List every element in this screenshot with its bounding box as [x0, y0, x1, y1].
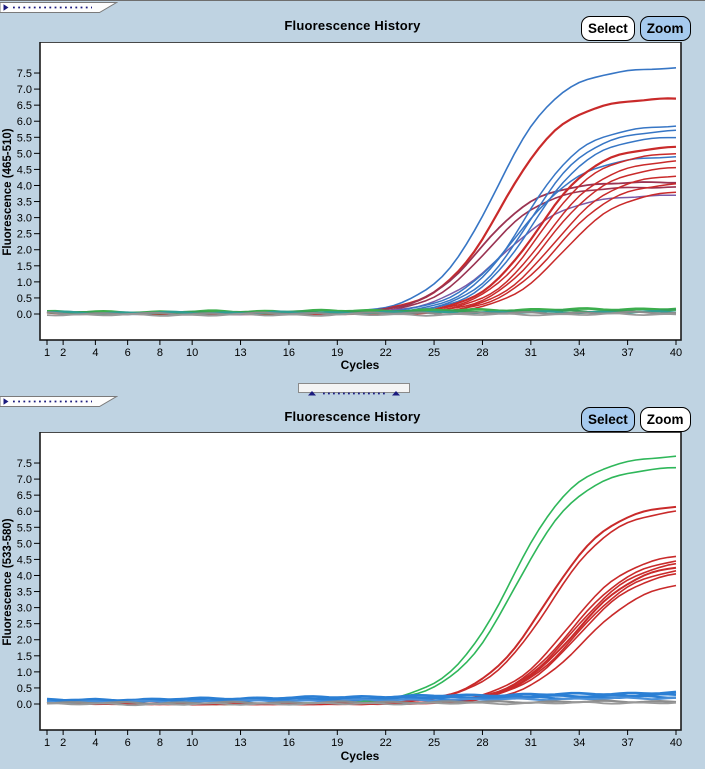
y-tick-label: 3.0 [17, 603, 32, 615]
x-tick-label: 40 [670, 347, 682, 359]
y-tick-label: 3.5 [17, 197, 32, 209]
fluorescence-chart-465-510[interactable]: Fluorescence (465-510) Cycles 7.5 7.0 6.5 6… [0, 42, 705, 375]
arrow-up-icon [392, 391, 400, 396]
panel-collapse-tab[interactable] [0, 394, 119, 407]
x-tick-label: 19 [331, 737, 343, 749]
x-tick-label: 22 [380, 347, 392, 359]
x-tick-label: 1 [44, 347, 50, 359]
y-tick-label: 7.0 [17, 84, 32, 96]
fluorescence-panel-465-510: Fluorescence History Select Zoom Fluores… [0, 0, 705, 379]
collapse-tab-icon [0, 396, 119, 407]
baseline-curve [46, 696, 677, 704]
y-axis-label: Fluorescence (533-580) [2, 518, 14, 645]
x-tick-label: 34 [573, 737, 585, 749]
y-tick-label: 2.0 [17, 245, 32, 257]
y-tick-label: 6.5 [17, 490, 32, 502]
x-tick-label: 19 [331, 347, 343, 359]
x-tick-label: 31 [525, 737, 537, 749]
x-tick-label: 6 [125, 737, 131, 749]
x-tick-label: 10 [186, 737, 198, 749]
select-button[interactable]: Select [581, 16, 635, 41]
zoom-button[interactable]: Zoom [639, 16, 691, 41]
x-tick-label: 31 [525, 347, 537, 359]
x-tick-label: 25 [428, 737, 440, 749]
plot-border [39, 432, 682, 731]
y-tick-label: 7.5 [17, 68, 32, 80]
x-tick-label: 8 [157, 347, 163, 359]
baseline-curve [46, 310, 677, 316]
collapse-tab-icon [0, 1, 119, 13]
x-tick-label: 2 [60, 347, 66, 359]
y-tick-label: 5.5 [17, 132, 32, 144]
y-tick-label: 4.0 [17, 180, 32, 192]
panel-collapse-tab[interactable] [0, 0, 119, 13]
x-tick-label: 4 [92, 737, 98, 749]
chart-title: Fluorescence History [284, 409, 421, 424]
fluorescence-chart-533-580[interactable]: Fluorescence (533-580) Cycles 7.5 7.0 6.5 6… [0, 432, 705, 769]
y-tick-label: 2.5 [17, 619, 32, 631]
y-tick-label: 3.5 [17, 587, 32, 599]
y-tick-label: 0.0 [17, 309, 32, 321]
y-tick-label: 1.0 [17, 277, 32, 289]
y-tick-label: 7.5 [17, 458, 32, 470]
y-tick-label: 4.0 [17, 570, 32, 582]
x-tick-label: 13 [234, 347, 246, 359]
arrow-right-icon [3, 398, 9, 405]
plot-border [39, 42, 682, 341]
x-axis-label: Cycles [341, 749, 380, 763]
x-tick-label: 1 [44, 737, 50, 749]
x-tick-label: 22 [380, 737, 392, 749]
x-tick-label: 6 [125, 347, 131, 359]
y-axis-label: Fluorescence (465-510) [2, 128, 14, 255]
chart-toolbar: Select Zoom [581, 407, 691, 432]
y-tick-label: 5.0 [17, 148, 32, 160]
panel-splitter-handle[interactable] [298, 383, 410, 396]
chart-toolbar: Select Zoom [581, 16, 691, 41]
x-tick-label: 13 [234, 737, 246, 749]
plot-area [40, 432, 681, 730]
y-tick-label: 4.5 [17, 164, 32, 176]
splitter-icon [308, 391, 400, 396]
zoom-button[interactable]: Zoom [639, 407, 691, 432]
select-button[interactable]: Select [581, 407, 635, 432]
arrow-up-icon [308, 391, 316, 396]
y-tick-label: 6.5 [17, 100, 32, 112]
baseline-curve [46, 312, 677, 317]
x-tick-label: 37 [621, 347, 633, 359]
x-tick-label: 34 [573, 347, 585, 359]
x-tick-label: 25 [428, 347, 440, 359]
y-tick-label: 0.5 [17, 683, 32, 695]
x-tick-label: 28 [476, 347, 488, 359]
chart-title: Fluorescence History [284, 18, 421, 33]
x-tick-label: 10 [186, 347, 198, 359]
y-tick-label: 2.0 [17, 635, 32, 647]
y-tick-label: 4.5 [17, 554, 32, 566]
arrow-right-icon [3, 4, 9, 11]
x-tick-label: 4 [92, 347, 98, 359]
baseline-curve [46, 690, 677, 702]
baseline-curve [47, 701, 677, 707]
y-tick-label: 0.5 [17, 293, 32, 305]
x-tick-label: 8 [157, 737, 163, 749]
y-tick-label: 1.0 [17, 667, 32, 679]
y-tick-label: 6.0 [17, 506, 32, 518]
y-tick-label: 2.5 [17, 229, 32, 241]
x-tick-label: 28 [476, 737, 488, 749]
x-axis-label: Cycles [341, 358, 380, 372]
y-tick-label: 1.5 [17, 651, 32, 663]
y-tick-label: 3.0 [17, 213, 32, 225]
y-tick-label: 1.5 [17, 261, 32, 273]
x-tick-label: 40 [670, 737, 682, 749]
x-tick-label: 2 [60, 737, 66, 749]
y-tick-label: 5.5 [17, 522, 32, 534]
y-tick-label: 5.0 [17, 538, 32, 550]
y-tick-label: 0.0 [17, 699, 32, 711]
x-tick-label: 16 [283, 737, 295, 749]
fluorescence-panel-533-580: Fluorescence History Select Zoom Fluores… [0, 394, 705, 769]
y-tick-label: 6.0 [17, 116, 32, 128]
y-tick-label: 7.0 [17, 474, 32, 486]
x-tick-label: 16 [283, 347, 295, 359]
x-tick-label: 37 [621, 737, 633, 749]
